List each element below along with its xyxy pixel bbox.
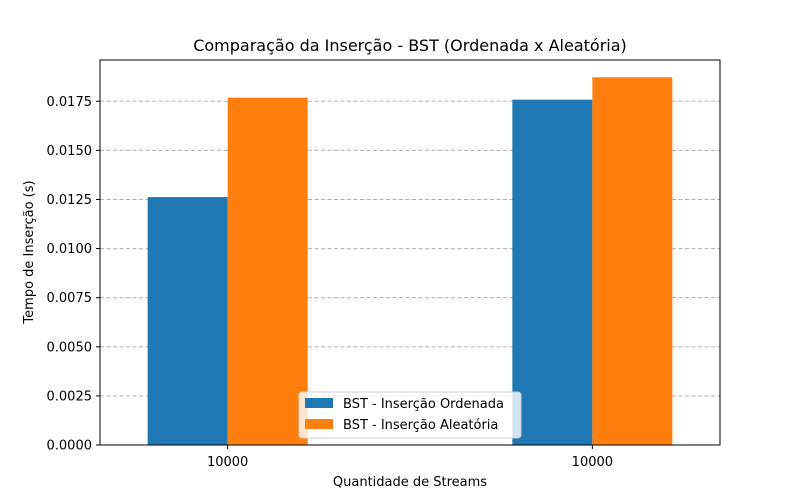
bar-aleatoria-0 <box>227 97 308 445</box>
x-tick-label: 10000 <box>207 455 248 470</box>
y-tick-label: 0.0125 <box>47 193 93 208</box>
y-tick-label: 0.0100 <box>47 242 93 257</box>
plot-frame <box>99 59 721 446</box>
y-axis-ticks: 0.0000 0.0025 0.0050 0.0075 0.0100 0.0125 0.01… <box>47 95 100 454</box>
y-tick-label: 0.0000 <box>47 439 93 454</box>
legend-swatch-aleatoria <box>305 419 333 429</box>
legend-label-aleatoria: BST - Inserção Aleatória <box>343 418 498 433</box>
legend-swatch-ordenada <box>305 398 333 408</box>
y-tick-label: 0.0075 <box>47 291 93 306</box>
y-tick-label: 0.0050 <box>47 340 93 355</box>
chart-title: Comparação da Inserção - BST (Ordenada x… <box>193 36 627 55</box>
bars <box>147 77 673 446</box>
y-tick-label: 0.0175 <box>47 95 93 110</box>
bar-aleatoria-1 <box>592 77 673 446</box>
y-axis-title: Tempo de Inserção (s) <box>22 180 37 324</box>
bar-ordenada-0 <box>147 197 228 445</box>
x-tick-label: 10000 <box>572 455 613 470</box>
y-tick-label: 0.0150 <box>47 144 93 159</box>
y-tick-label: 0.0025 <box>47 389 93 404</box>
x-axis-title: Quantidade de Streams <box>333 475 487 490</box>
legend-label-ordenada: BST - Inserção Ordenada <box>343 397 504 412</box>
x-axis-ticks: 10000 10000 <box>207 445 613 470</box>
bar-ordenada-1 <box>512 99 593 445</box>
legend-box <box>298 391 522 439</box>
legend: BST - Inserção Ordenada BST - Inserção A… <box>298 391 522 439</box>
